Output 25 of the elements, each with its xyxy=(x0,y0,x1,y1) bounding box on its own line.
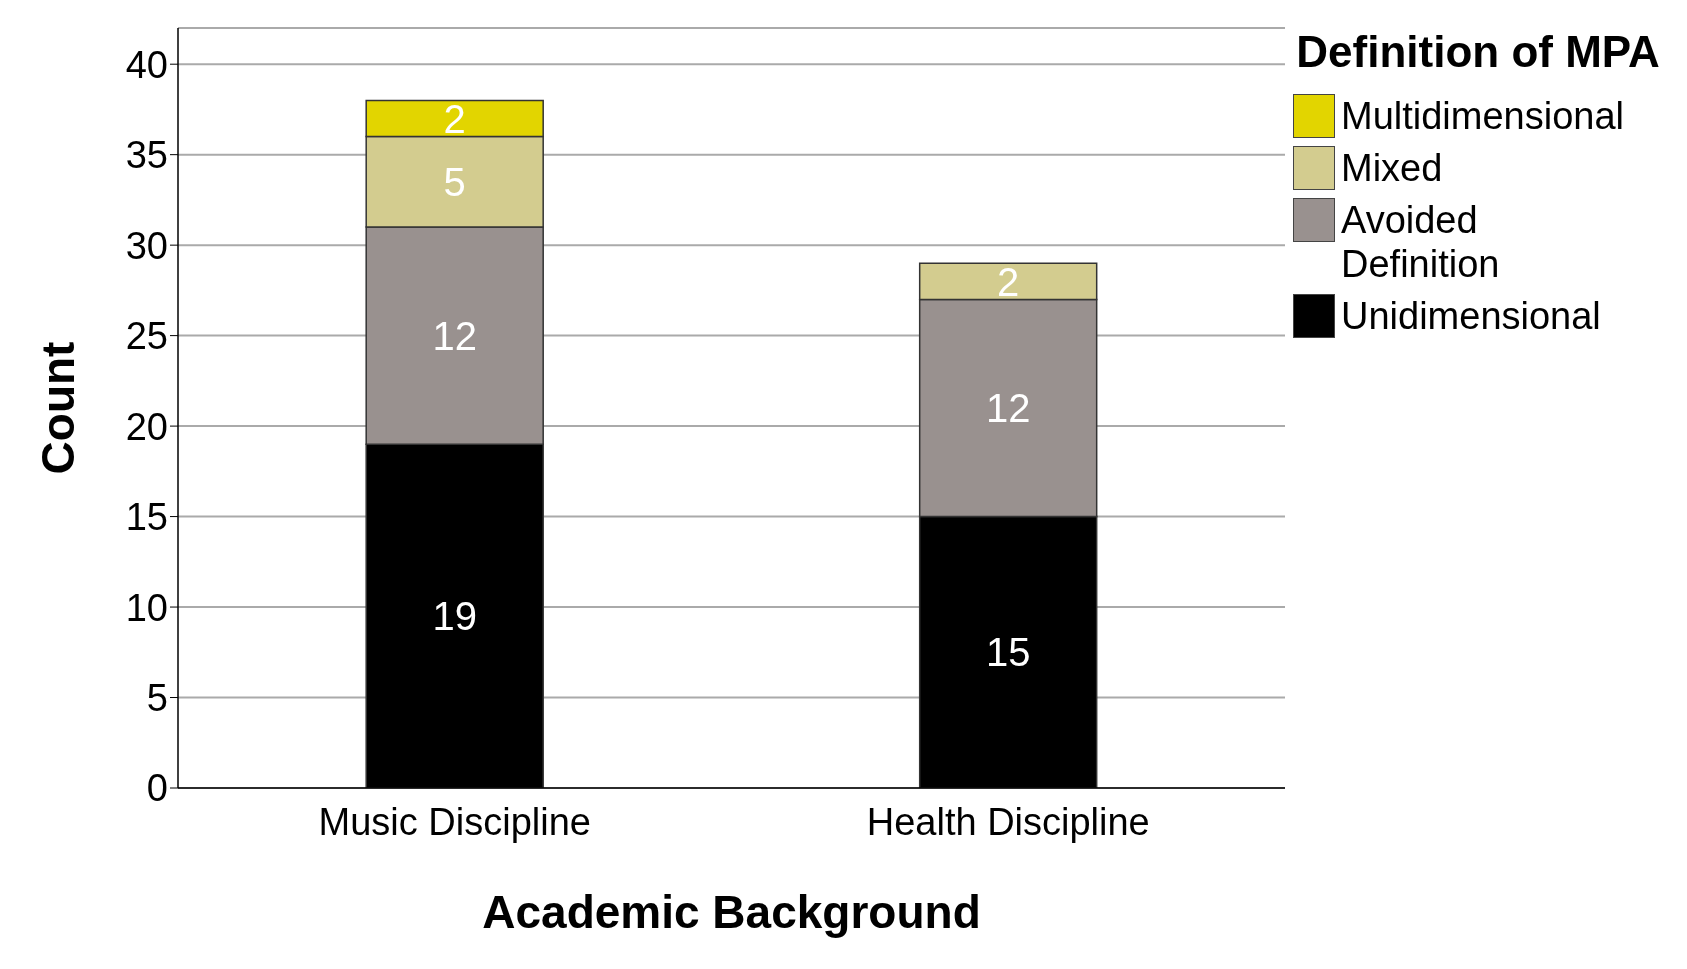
x-axis-title: Academic Background xyxy=(482,886,981,938)
legend-title: Definition of MPA xyxy=(1295,27,1661,76)
x-tick-label: Health Discipline xyxy=(866,800,1150,843)
data-label: 2 xyxy=(997,259,1020,304)
y-tick-label: 25 xyxy=(125,315,168,358)
legend-label: Multidimensional xyxy=(1341,94,1625,138)
y-axis-title: Count xyxy=(32,341,85,475)
y-tick-label: 15 xyxy=(125,496,168,539)
y-tick-label: 30 xyxy=(125,224,168,267)
data-label: 15 xyxy=(985,630,1031,675)
y-tick-label: 20 xyxy=(125,405,168,448)
data-label: 19 xyxy=(432,594,477,639)
y-tick-label: 10 xyxy=(125,586,168,629)
legend-label: Unidimensional xyxy=(1341,294,1602,338)
x-tick-label: Music Discipline xyxy=(318,800,591,843)
y-tick-label: 40 xyxy=(125,43,168,86)
legend-label: Avoided Definition xyxy=(1341,198,1501,286)
legend-label: Mixed xyxy=(1341,146,1444,190)
data-label: 12 xyxy=(985,386,1031,431)
y-tick-label: 0 xyxy=(146,767,168,810)
y-tick-label: 5 xyxy=(146,677,168,720)
data-label: 2 xyxy=(443,96,466,141)
data-label: 5 xyxy=(443,160,466,205)
y-tick-label: 35 xyxy=(125,134,168,177)
data-label: 12 xyxy=(432,313,477,358)
